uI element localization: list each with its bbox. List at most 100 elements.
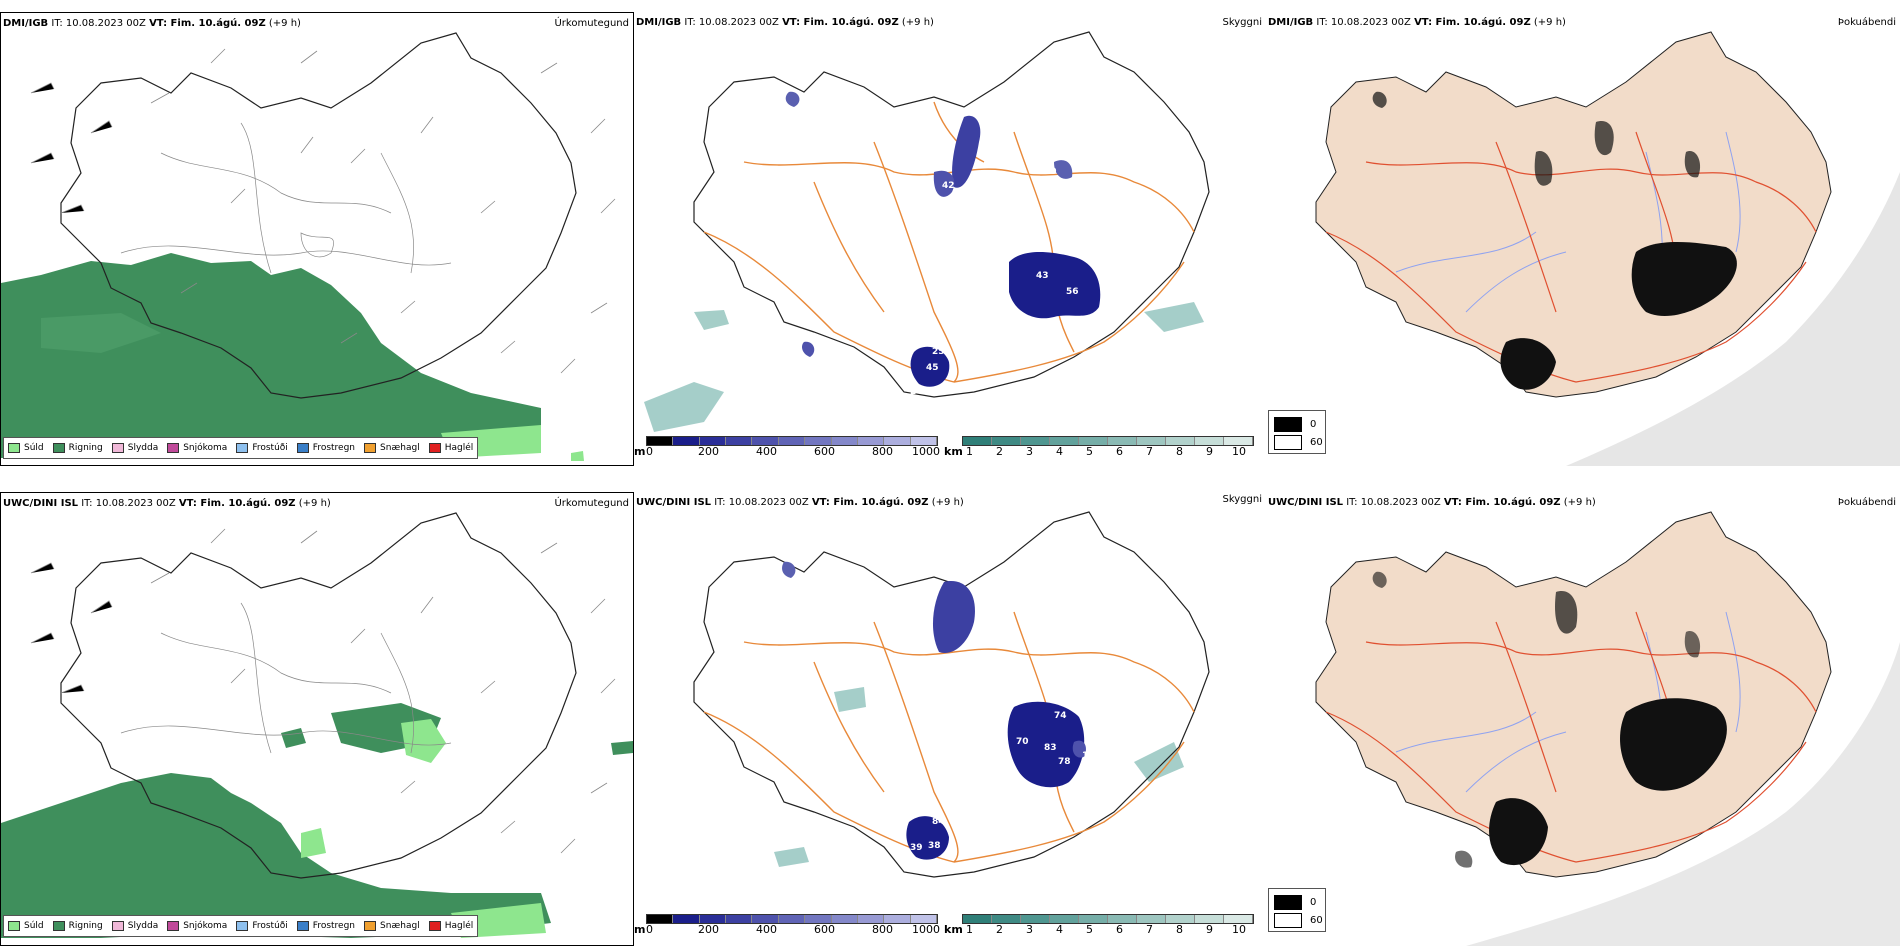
panel-title: UWC/DINI ISL IT: 10.08.2023 00Z VT: Fim.… <box>1268 497 1596 508</box>
colorbar-tick: 3 <box>1026 445 1033 458</box>
panel-dmi-precipitation-type: DMI/IGB IT: 10.08.2023 00Z VT: Fim. 10.á… <box>0 12 634 466</box>
colorbar-unit: km <box>944 445 963 458</box>
panel-uwc-fog-indicator: UWC/DINI ISL IT: 10.08.2023 00Z VT: Fim.… <box>1266 492 1900 946</box>
fog-legend-row-0: 0 <box>1274 417 1316 432</box>
fog-legend-row-60: 60 <box>1274 435 1323 450</box>
precip-type-legend: Súld Rigning Slydda Snjókoma Frostúði Fr… <box>3 437 479 459</box>
precip-rain-areas <box>1 253 541 458</box>
low-cloud-areas <box>782 561 1086 860</box>
colorbar-tick: 800 <box>872 923 893 936</box>
visibility-colorbar-bar <box>962 436 1254 446</box>
iceland-coastline <box>60 32 577 399</box>
colorbar-tick: 5 <box>1086 923 1093 936</box>
legend-item-rain: Rigning <box>52 921 103 931</box>
legend-item-hail: Haglél <box>428 443 473 453</box>
visibility-colorbar: km 1 2 3 4 5 6 7 8 9 10 <box>944 914 1258 938</box>
map-type-label: Skyggni <box>1222 17 1262 28</box>
colorbar-tick: 3 <box>1026 923 1033 936</box>
legend-item-drizzle: Súld <box>8 443 44 453</box>
iceland-land <box>1315 511 1832 878</box>
road-network <box>703 611 1195 863</box>
panel-title: DMI/IGB IT: 10.08.2023 00Z VT: Fim. 10.á… <box>636 17 934 28</box>
colorbar-tick: 0 <box>646 923 653 936</box>
cloud-label: 42 <box>942 181 955 191</box>
cloud-base-colorbar: m 0 200 400 600 800 1000 <box>634 914 944 938</box>
legend-item-sleet: Slydda <box>111 921 158 931</box>
river-network <box>1395 131 1741 313</box>
cloud-label: 25 <box>932 347 945 357</box>
map-uwc-fog <box>1315 511 1900 946</box>
colorbar-tick: 4 <box>1056 923 1063 936</box>
map-uwc-cloud: 70 83 78 74 84 38 39 12 <box>693 511 1210 878</box>
colorbar-tick: 7 <box>1146 923 1153 936</box>
fog-areas <box>1372 91 1737 390</box>
cloud-base-colorbar-bar <box>646 436 938 446</box>
road-network <box>703 101 1195 383</box>
map-uwc-precipitation <box>1 512 633 938</box>
legend-item-freezing-drizzle: Frostúði <box>236 921 288 931</box>
road-network <box>1325 611 1817 863</box>
colorbar-tick: 9 <box>1206 445 1213 458</box>
wind-barbs <box>30 528 616 854</box>
colorbar-tick: 9 <box>1206 923 1213 936</box>
cloud-label: 24 <box>910 387 923 397</box>
visibility-areas <box>644 302 1204 432</box>
colorbar-tick: 8 <box>1176 445 1183 458</box>
colorbar-tick: 2 <box>996 923 1003 936</box>
map-type-label: Úrkomutegund <box>554 498 629 509</box>
terrain-contours <box>120 602 452 754</box>
colorbar-tick: 4 <box>1056 445 1063 458</box>
legend-item-snow: Snjókoma <box>167 921 227 931</box>
iceland-coastline <box>693 511 1210 878</box>
map-dmi-cloud: 43 56 45 24 25 40 42 14 <box>644 31 1210 432</box>
map-type-label: Þokuábendi <box>1837 497 1896 508</box>
colorbar-tick: 6 <box>1116 923 1123 936</box>
colorbar-tick: 200 <box>698 445 719 458</box>
legend-item-hail: Haglél <box>428 921 473 931</box>
legend-item-snow: Snjókoma <box>167 443 227 453</box>
colorbar-tick: 400 <box>756 445 777 458</box>
colorbar-unit: m <box>634 923 646 936</box>
colorbar-tick: 1 <box>966 923 973 936</box>
colorbar-tick: 8 <box>1176 923 1183 936</box>
cloud-base-labels: 70 83 78 74 84 38 39 12 <box>910 711 1095 853</box>
colorbar-tick: 1000 <box>912 445 940 458</box>
terrain-contours <box>120 122 452 274</box>
cloud-label: 56 <box>1066 287 1079 297</box>
colorbar-tick: 200 <box>698 923 719 936</box>
cloud-base-colorbar-bar <box>646 914 938 924</box>
legend-item-snow-pellets: Snæhagl <box>364 921 420 931</box>
panel-title: UWC/DINI ISL IT: 10.08.2023 00Z VT: Fim.… <box>636 497 964 508</box>
colorbar-tick: 400 <box>756 923 777 936</box>
cloud-label: 70 <box>1016 737 1029 747</box>
colorbar-tick: 600 <box>814 445 835 458</box>
fog-indicator-legend: 0 60 <box>1268 410 1326 454</box>
cloud-label: 78 <box>1058 757 1071 767</box>
map-dmi-fog <box>1315 31 1900 466</box>
legend-item-sleet: Slydda <box>111 443 158 453</box>
colorbar-tick: 2 <box>996 445 1003 458</box>
colorbar-tick: 10 <box>1232 445 1246 458</box>
legend-item-freezing-rain: Frostregn <box>296 921 355 931</box>
panel-dmi-fog-indicator: DMI/IGB IT: 10.08.2023 00Z VT: Fim. 10.á… <box>1266 12 1900 466</box>
panel-dmi-cloud-visibility: 43 56 45 24 25 40 42 14 DMI/IGB IT: 10.0… <box>634 12 1264 466</box>
legend-item-freezing-drizzle: Frostúði <box>236 443 288 453</box>
panel-uwc-precipitation-type: UWC/DINI ISL IT: 10.08.2023 00Z VT: Fim.… <box>0 492 634 946</box>
colorbar-tick: 1 <box>966 445 973 458</box>
map-type-label: Þokuábendi <box>1837 17 1896 28</box>
fog-areas <box>1372 571 1727 868</box>
map-type-label: Skyggni <box>1222 494 1262 505</box>
panel-title: DMI/IGB IT: 10.08.2023 00Z VT: Fim. 10.á… <box>3 18 301 29</box>
map-type-label: Úrkomutegund <box>554 18 629 29</box>
legend-item-rain: Rigning <box>52 443 103 453</box>
iceland-land <box>1315 31 1832 398</box>
fog-indicator-legend: 0 60 <box>1268 888 1326 932</box>
panel-uwc-cloud-visibility: 70 83 78 74 84 38 39 12 UWC/DINI ISL IT:… <box>634 492 1264 946</box>
visibility-colorbar-bar <box>962 914 1254 924</box>
colorbar-tick: 600 <box>814 923 835 936</box>
colorbar-tick: 10 <box>1232 923 1246 936</box>
legend-item-drizzle: Súld <box>8 921 44 931</box>
cloud-base-colorbar: m 0 200 400 600 800 1000 <box>634 436 944 460</box>
cloud-label: 84 <box>932 817 945 827</box>
cloud-base-labels: 43 56 45 24 25 40 42 14 <box>910 167 1097 397</box>
